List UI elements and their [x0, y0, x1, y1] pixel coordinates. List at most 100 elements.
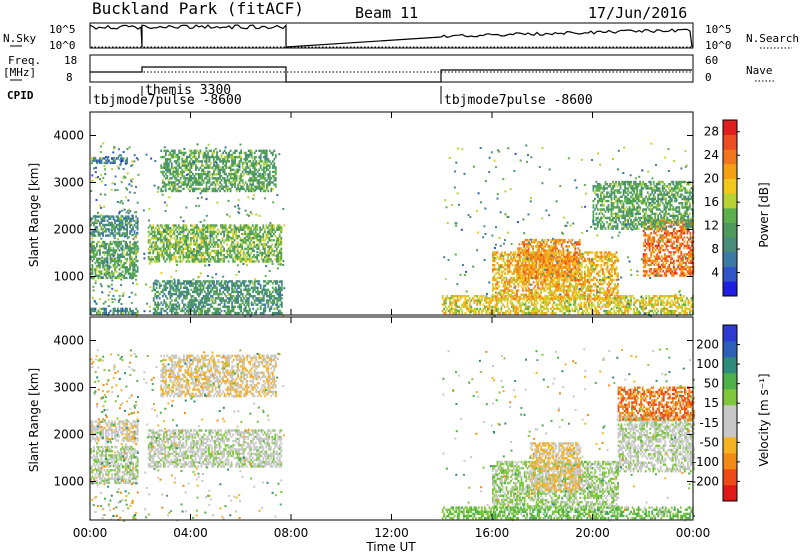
power-echo-cell: [193, 181, 196, 184]
power-echo-cell: [178, 149, 181, 152]
power-echo-cell: [163, 292, 166, 296]
power-echo-cell: [587, 293, 589, 296]
power-echo-cell: [233, 260, 236, 263]
power-echo-cell: [202, 226, 204, 229]
power-echo-cell: [253, 256, 256, 259]
power-echo-cell: [238, 290, 241, 294]
power-echo-cell: [97, 261, 100, 265]
power-echo-cell: [136, 249, 139, 252]
power-echo-cell: [265, 162, 268, 165]
power-echo-cell: [179, 258, 182, 261]
power-echo-cell: [274, 153, 277, 157]
power-echo-cell: [129, 268, 131, 271]
power-echo-cell: [500, 299, 503, 302]
power-echo-cell: [206, 224, 209, 227]
power-echo-cell: [275, 228, 278, 231]
power-echo-cell: [241, 164, 244, 167]
power-echo-cell: [516, 276, 518, 280]
power-echo-cell: [520, 297, 522, 300]
power-echo-cell: [584, 278, 586, 282]
power-echo-cell: [250, 232, 253, 236]
power-echo-cell: [237, 305, 239, 308]
power-echo-cell: [628, 307, 631, 311]
power-echo-cell: [112, 232, 115, 235]
power-echo-cell: [105, 274, 107, 277]
power-echo-cell: [241, 228, 244, 231]
power-echo-cell: [190, 297, 193, 300]
power-echo-cell: [633, 309, 635, 313]
power-echo-cell: [553, 285, 556, 288]
power-echo-cell: [219, 181, 221, 184]
power-echo-cell: [210, 183, 212, 186]
power-echo-cell: [604, 305, 607, 308]
power-echo-cell: [260, 239, 263, 242]
power-echo-cell: [277, 251, 280, 255]
power-echo-cell: [221, 239, 224, 242]
power-echo-cell: [136, 251, 139, 254]
power-echo-cell: [278, 243, 281, 246]
power-echo-cell: [203, 226, 206, 229]
power-echo-cell: [514, 305, 516, 308]
power-echo-cell: [102, 215, 104, 218]
power-echo-cell: [615, 299, 617, 302]
power-echo-cell: [678, 311, 681, 315]
power-echo-cell: [197, 258, 200, 261]
power-echo-cell: [508, 268, 511, 271]
power-echo-cell: [499, 293, 502, 296]
power-echo-cell: [231, 288, 233, 292]
power-echo-cell: [268, 224, 271, 227]
power-echo-cell: [205, 297, 208, 300]
power-echo-cell: [624, 311, 626, 315]
power-echo-cell: [153, 234, 156, 238]
power-echo-cell: [542, 301, 545, 304]
power-echo-cell: [274, 303, 277, 306]
power-echo-cell: [226, 166, 229, 169]
power-echo-cell: [250, 151, 253, 155]
power-echo-cell: [496, 309, 498, 313]
power-echo-cell: [129, 230, 131, 233]
power-echo-cell: [229, 299, 232, 302]
power-echo-cell: [461, 303, 464, 306]
power-echo-cell: [118, 228, 121, 231]
power-echo-cell: [492, 287, 494, 290]
power-echo-cell: [223, 303, 226, 306]
power-echo-cell: [259, 164, 262, 167]
power-echo-cell: [126, 230, 128, 233]
power-echo-cell: [168, 232, 171, 236]
power-echo-cell: [240, 288, 242, 292]
power-echo-cell: [255, 155, 258, 159]
power-echo-cell: [547, 301, 550, 304]
power-echo-cell: [497, 297, 500, 300]
power-echo-cell: [209, 239, 212, 242]
power-echo-cell: [522, 280, 524, 284]
power-echo-cell: [230, 256, 233, 259]
power-echo-cell: [240, 155, 242, 159]
power-echo-cell: [576, 287, 579, 290]
power-echo-cell: [202, 168, 205, 171]
power-echo-cell: [232, 160, 235, 163]
power-echo-cell: [219, 175, 221, 178]
power-echo-cell: [239, 243, 242, 246]
power-echo-cell: [173, 149, 176, 152]
power-echo-cell: [120, 311, 122, 315]
power-echo-cell: [255, 290, 258, 294]
power-echo-cell: [681, 307, 684, 311]
power-echo-cell: [225, 183, 227, 186]
power-echo-cell: [214, 166, 217, 169]
power-echo-cell: [530, 299, 533, 302]
power-echo-cell: [233, 256, 236, 259]
power-echo-cell: [196, 228, 198, 231]
power-echo-cell: [267, 303, 270, 306]
power-echo-cell: [199, 166, 202, 169]
power-echo-cell: [222, 158, 224, 161]
power-echo-cell: [652, 295, 655, 298]
power-echo-cell: [552, 295, 555, 299]
power-echo-cell: [167, 179, 170, 182]
power-echo-cell: [237, 187, 239, 191]
power-echo-cell: [216, 172, 218, 176]
power-echo-cell: [136, 259, 139, 263]
power-echo-cell: [537, 251, 539, 254]
power-echo-cell: [533, 309, 536, 313]
power-echo-cell: [165, 237, 168, 240]
power-echo-cell: [199, 290, 202, 294]
